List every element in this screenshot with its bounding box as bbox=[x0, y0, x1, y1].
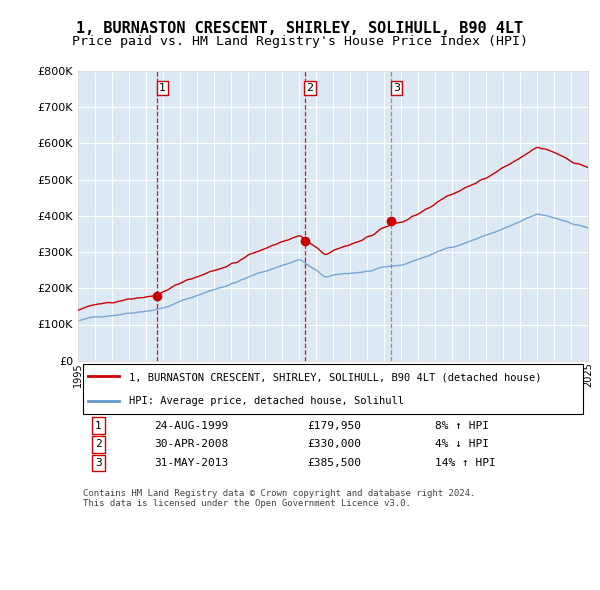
Text: 8% ↑ HPI: 8% ↑ HPI bbox=[435, 421, 489, 431]
Text: HPI: Average price, detached house, Solihull: HPI: Average price, detached house, Soli… bbox=[129, 396, 404, 406]
Text: 3: 3 bbox=[393, 83, 400, 93]
Text: £330,000: £330,000 bbox=[308, 440, 361, 450]
Text: Price paid vs. HM Land Registry's House Price Index (HPI): Price paid vs. HM Land Registry's House … bbox=[72, 35, 528, 48]
Text: 14% ↑ HPI: 14% ↑ HPI bbox=[435, 458, 496, 468]
Text: 4% ↓ HPI: 4% ↓ HPI bbox=[435, 440, 489, 450]
Text: 1: 1 bbox=[159, 83, 166, 93]
Text: 2: 2 bbox=[95, 440, 102, 450]
Text: Contains HM Land Registry data © Crown copyright and database right 2024.
This d: Contains HM Land Registry data © Crown c… bbox=[83, 489, 475, 509]
Text: 1: 1 bbox=[95, 421, 102, 431]
Text: £179,950: £179,950 bbox=[308, 421, 361, 431]
Text: 2: 2 bbox=[307, 83, 313, 93]
Text: 30-APR-2008: 30-APR-2008 bbox=[155, 440, 229, 450]
FancyBboxPatch shape bbox=[83, 363, 583, 414]
Text: 1, BURNASTON CRESCENT, SHIRLEY, SOLIHULL, B90 4LT (detached house): 1, BURNASTON CRESCENT, SHIRLEY, SOLIHULL… bbox=[129, 372, 542, 382]
Text: 3: 3 bbox=[95, 458, 102, 468]
Text: 31-MAY-2013: 31-MAY-2013 bbox=[155, 458, 229, 468]
Text: £385,500: £385,500 bbox=[308, 458, 361, 468]
Text: 24-AUG-1999: 24-AUG-1999 bbox=[155, 421, 229, 431]
Text: 1, BURNASTON CRESCENT, SHIRLEY, SOLIHULL, B90 4LT: 1, BURNASTON CRESCENT, SHIRLEY, SOLIHULL… bbox=[76, 21, 524, 35]
